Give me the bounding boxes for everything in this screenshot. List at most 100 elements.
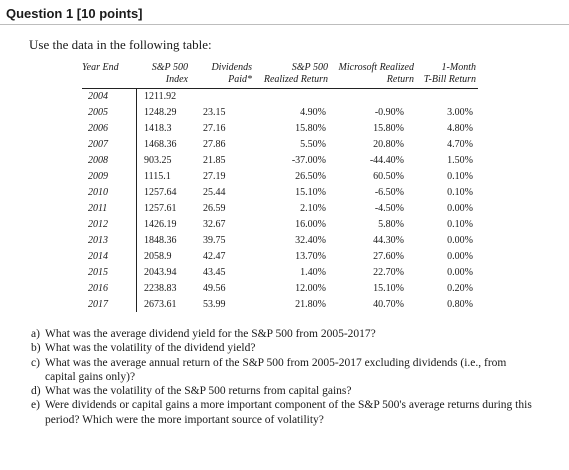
year-cell: 2012 [88, 219, 108, 230]
header-sp-return: S&P 500 Realized Return [244, 62, 328, 86]
dividends-cell: 42.47 [203, 251, 226, 262]
header-sp-return-line1: S&P 500 [291, 62, 328, 73]
sp-return-cell: 5.50% [300, 139, 326, 150]
dividends-cell: 39.75 [203, 235, 226, 246]
dividends-cell: 53.99 [203, 299, 226, 310]
index-cell: 1257.61 [144, 203, 177, 214]
sp-return-cell: 15.80% [295, 123, 326, 134]
index-cell: 2673.61 [144, 299, 177, 310]
tbill-cell: 0.10% [447, 187, 473, 198]
question-text: What was the average dividend yield for … [45, 328, 376, 340]
year-cell: 2014 [88, 251, 108, 262]
ms-return-cell: 44.30% [373, 235, 404, 246]
table-row: 2006 1418.3 27.16 15.80% 15.80% 4.80% [0, 121, 569, 137]
table-row: 2011 1257.61 26.59 2.10% -4.50% 0.00% [0, 201, 569, 217]
question-label: d) [31, 385, 41, 398]
question-title: Question 1 [10 points] [6, 6, 143, 21]
question-label: b) [31, 342, 41, 355]
tbill-cell: 0.10% [447, 171, 473, 182]
year-cell: 2008 [88, 155, 108, 166]
tbill-cell: 0.10% [447, 219, 473, 230]
sp-return-cell: 12.00% [295, 283, 326, 294]
index-cell: 1248.29 [144, 107, 177, 118]
header-index: S&P 500 Index [136, 62, 188, 86]
ms-return-cell: 22.70% [373, 267, 404, 278]
year-cell: 2004 [88, 91, 108, 102]
year-cell: 2009 [88, 171, 108, 182]
year-column-separator [136, 88, 137, 312]
question-text: Were dividends or capital gains a more i… [45, 399, 532, 426]
sp-return-cell: 1.40% [300, 267, 326, 278]
ms-return-cell: 20.80% [373, 139, 404, 150]
index-cell: 2238.83 [144, 283, 177, 294]
tbill-cell: 0.00% [447, 235, 473, 246]
question-label: e) [31, 399, 40, 412]
dividends-cell: 26.59 [203, 203, 226, 214]
dividends-cell: 21.85 [203, 155, 226, 166]
table-row: 2005 1248.29 23.15 4.90% -0.90% 3.00% [0, 105, 569, 121]
dividends-cell: 27.19 [203, 171, 226, 182]
header-index-line1: S&P 500 [151, 62, 188, 73]
sp-return-cell: 26.50% [295, 171, 326, 182]
tbill-cell: 0.00% [447, 203, 473, 214]
year-cell: 2006 [88, 123, 108, 134]
header-tbill-line2: T-Bill Return [423, 74, 476, 85]
tbill-cell: 4.70% [447, 139, 473, 150]
ms-return-cell: -44.40% [369, 155, 404, 166]
header-ms-return-line1: Microsoft Realized [338, 62, 414, 73]
ms-return-cell: -4.50% [374, 203, 404, 214]
ms-return-cell: -6.50% [374, 187, 404, 198]
header-ms-return-line2: Return [386, 74, 414, 85]
header-underline [82, 88, 478, 89]
index-cell: 1115.1 [144, 171, 171, 182]
question-list: a) What was the average dividend yield fo… [31, 327, 536, 427]
header-year: Year End [82, 62, 119, 73]
sp-return-cell: 32.40% [295, 235, 326, 246]
ms-return-cell: -0.90% [374, 107, 404, 118]
year-cell: 2005 [88, 107, 108, 118]
question-text: What was the average annual return of th… [45, 356, 507, 383]
year-cell: 2013 [88, 235, 108, 246]
table-row: 2014 2058.9 42.47 13.70% 27.60% 0.00% [0, 249, 569, 265]
year-cell: 2011 [88, 203, 108, 214]
sp-return-cell: 15.10% [295, 187, 326, 198]
sp-return-cell: 21.80% [295, 299, 326, 310]
header-dividends: Dividends Paid* [196, 62, 252, 86]
question-intro: Use the data in the following table: [29, 37, 212, 52]
ms-return-cell: 40.70% [373, 299, 404, 310]
question-text: What was the volatility of the S&P 500 r… [45, 385, 352, 398]
ms-return-cell: 15.10% [373, 283, 404, 294]
tbill-cell: 1.50% [447, 155, 473, 166]
ms-return-cell: 60.50% [373, 171, 404, 182]
question-item: d) What was the volatility of the S&P 500… [31, 384, 536, 398]
question-label: c) [31, 356, 40, 369]
index-cell: 1257.64 [144, 187, 177, 198]
tbill-cell: 0.00% [447, 251, 473, 262]
ms-return-cell: 15.80% [373, 123, 404, 134]
tbill-cell: 4.80% [447, 123, 473, 134]
dividends-cell: 27.16 [203, 123, 226, 134]
dividends-cell: 43.45 [203, 267, 226, 278]
index-cell: 1848.36 [144, 235, 177, 246]
table-row: 2004 1211.92 [0, 89, 569, 105]
sp-return-cell: 13.70% [295, 251, 326, 262]
tbill-cell: 0.00% [447, 267, 473, 278]
header-dividends-line2: Paid* [228, 74, 252, 85]
ms-return-cell: 27.60% [373, 251, 404, 262]
table-row: 2007 1468.36 27.86 5.50% 20.80% 4.70% [0, 137, 569, 153]
year-cell: 2017 [88, 299, 108, 310]
index-cell: 2058.9 [144, 251, 172, 262]
index-cell: 1211.92 [144, 91, 177, 102]
year-cell: 2010 [88, 187, 108, 198]
table-row: 2009 1115.1 27.19 26.50% 60.50% 0.10% [0, 169, 569, 185]
table-row: 2010 1257.64 25.44 15.10% -6.50% 0.10% [0, 185, 569, 201]
table-row: 2016 2238.83 49.56 12.00% 15.10% 0.20% [0, 281, 569, 297]
header-index-line2: Index [165, 74, 188, 85]
title-divider [0, 24, 569, 25]
question-item: e) Were dividends or capital gains a more… [31, 398, 536, 427]
year-cell: 2007 [88, 139, 108, 150]
sp-return-cell: -37.00% [291, 155, 326, 166]
dividends-cell: 32.67 [203, 219, 226, 230]
sp-return-cell: 4.90% [300, 107, 326, 118]
question-label: a) [31, 328, 40, 340]
